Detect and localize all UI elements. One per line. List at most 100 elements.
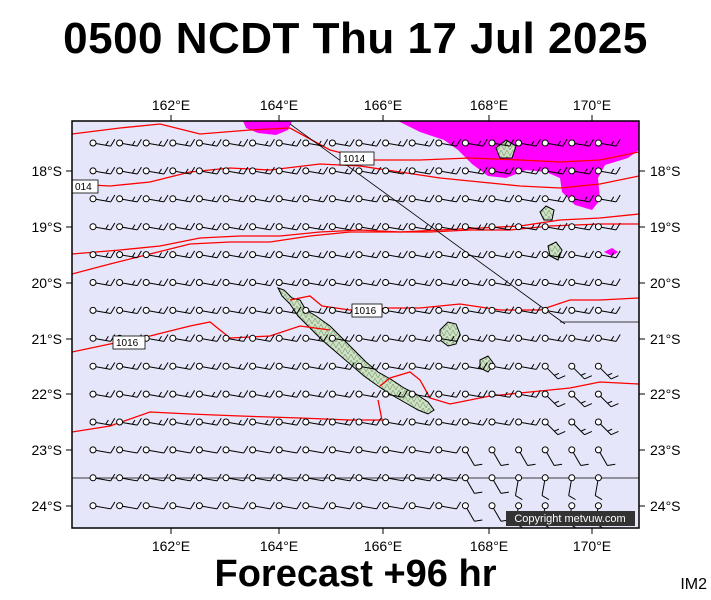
station-circle-icon [302,279,310,286]
lat-label: 19°S [31,219,62,235]
wind-barb-icon [275,138,302,147]
wind-barb-icon [568,474,576,501]
lon-label: 168°E [470,538,508,554]
station-circle-icon [169,306,177,314]
lat-label: 22°S [31,386,62,402]
wind-barb-icon [435,362,462,370]
station-circle-icon [515,306,523,314]
station-circle-icon [568,306,576,314]
station-circle-icon [249,446,257,454]
station-circle-icon [328,139,336,147]
station-circle-icon [116,418,124,426]
station-circle-icon [249,223,257,231]
wind-barb-icon [195,362,222,370]
station-circle-icon [461,139,469,147]
station-circle-icon [169,390,177,398]
station-circle-icon [568,390,576,398]
station-circle-icon [568,167,576,175]
station-circle-icon [142,418,150,426]
wind-barb-icon [435,501,462,510]
isobar-label: 1014 [339,151,375,166]
station-circle-icon [594,139,602,147]
wind-barb-icon [568,138,595,147]
station-circle-icon [488,167,496,175]
station-circle-icon [515,474,523,482]
lat-label: 18°S [650,163,681,179]
vanuatu-island [539,205,555,221]
station-circle-icon [488,446,496,454]
station-circle-icon [222,390,230,398]
isobar-line [379,371,639,405]
svg-text:1016: 1016 [354,306,377,317]
station-circle-icon [142,362,150,370]
station-circle-icon [222,279,230,286]
wind-barb-icon [435,445,462,454]
station-circle-icon [302,362,310,370]
wind-barb-icon [195,166,222,175]
wind-barb-icon [222,194,249,203]
station-circle-icon [275,418,283,426]
wind-barb-icon [249,445,275,454]
wind-barb-icon [328,501,355,510]
image-code: IM2 [680,576,707,593]
station-circle-icon [275,195,283,203]
wind-barb-icon [222,501,249,510]
station-circle-icon [568,502,576,510]
wind-barb-icon [488,306,515,315]
wind-barb-icon [408,417,435,426]
wind-barb-icon [142,445,169,454]
wind-barb-icon [328,138,355,147]
station-circle-icon [594,446,602,454]
station-circle-icon [488,390,496,398]
wind-barb-icon [169,473,196,482]
wind-barb-icon [568,418,593,436]
station-circle-icon [541,362,549,370]
wind-barb-icon [302,138,329,147]
wind-barb-icon [328,445,355,454]
station-circle-icon [355,334,363,342]
wind-barb-icon [275,501,302,510]
station-circle-icon [435,167,443,175]
wind-barb-icon [355,222,382,231]
wind-barb-icon [142,194,169,203]
wind-barb-icon [116,473,142,482]
station-circle-icon [328,195,336,203]
wind-barb-icon [222,445,249,454]
wind-barb-icon [249,278,275,287]
wind-barb-icon [302,306,329,315]
wind-barb-icon [328,362,355,370]
station-circle-icon [515,362,523,370]
station-circle-icon [302,446,310,454]
station-circle-icon [195,251,203,259]
wind-barb-icon [249,138,275,147]
station-circle-icon [488,334,496,342]
wind-barb-icon [568,306,595,315]
station-circle-icon [355,418,363,426]
station-circle-icon [568,474,576,482]
station-circle-icon [382,446,390,454]
station-circle-icon [515,223,523,231]
station-circle-icon [142,279,150,286]
station-circle-icon [408,251,416,259]
wind-barb-icon [302,473,329,482]
wind-barb-icon [195,445,222,454]
wind-barb-icon [594,166,621,175]
station-circle-icon [355,251,363,259]
station-circle-icon [89,251,97,259]
station-circle-icon [408,306,416,314]
station-circle-icon [302,223,310,231]
station-circle-icon [169,418,177,426]
station-circle-icon [488,474,496,482]
station-circle-icon [435,251,443,259]
station-circle-icon [275,167,283,175]
station-circle-icon [116,390,124,398]
wind-barb-icon [514,474,523,501]
wind-barb-icon [89,278,116,287]
station-circle-icon [568,139,576,147]
station-circle-icon [382,418,390,426]
station-circle-icon [408,362,416,370]
wind-barb-icon [116,138,142,147]
station-circle-icon [195,418,203,426]
wind-barb-icon [355,362,382,370]
